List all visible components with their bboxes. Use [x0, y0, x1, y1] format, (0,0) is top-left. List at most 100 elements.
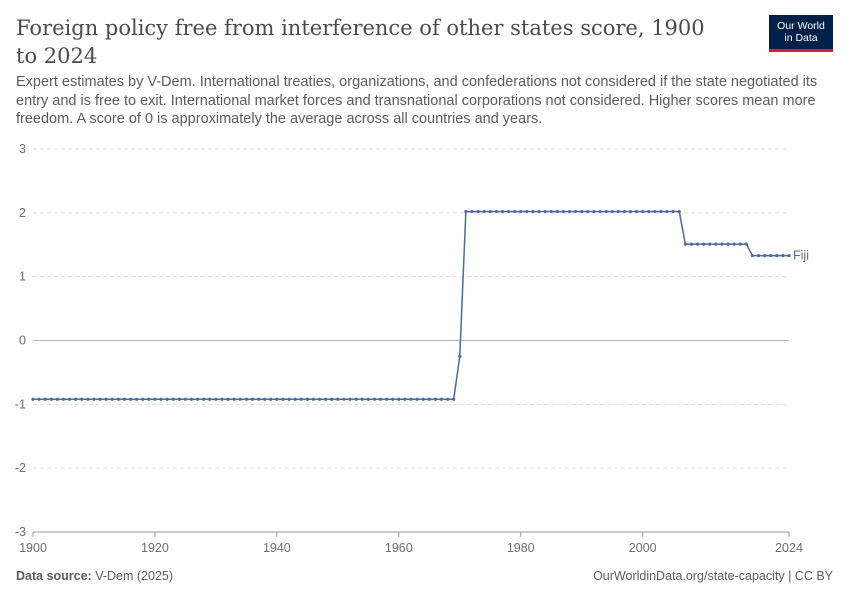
- chart-title: Foreign policy free from interference of…: [16, 16, 705, 68]
- data-point: [458, 354, 462, 359]
- data-point: [531, 209, 535, 214]
- x-tick-label: 2024: [775, 541, 803, 555]
- data-point: [738, 242, 742, 246]
- data-point: [622, 209, 626, 214]
- data-point: [409, 397, 413, 401]
- data-point: [665, 209, 669, 214]
- data-point: [421, 397, 425, 401]
- credit-link[interactable]: OurWorldinData.org/state-capacity | CC B…: [593, 569, 833, 583]
- data-point: [659, 209, 663, 214]
- data-point: [464, 209, 468, 214]
- data-point: [37, 397, 41, 401]
- data-point: [555, 209, 559, 214]
- data-point: [647, 209, 651, 214]
- data-point: [250, 397, 255, 401]
- data-point: [208, 397, 212, 401]
- data-point: [574, 209, 578, 214]
- data-point: [519, 209, 523, 214]
- data-point: [702, 242, 706, 246]
- data-point: [787, 254, 791, 258]
- data-point: [561, 209, 566, 214]
- data-point: [128, 397, 133, 401]
- data-point: [293, 397, 297, 401]
- data-point: [342, 397, 346, 401]
- data-point: [750, 254, 755, 258]
- data-point: [543, 209, 547, 214]
- chart-subtitle: Expert estimates by V-Dem. International…: [16, 74, 818, 127]
- data-point: [708, 242, 712, 246]
- data-point: [110, 397, 114, 401]
- y-tick-label: -1: [15, 397, 26, 411]
- data-point: [189, 397, 194, 401]
- data-point: [500, 209, 505, 214]
- data-point: [628, 209, 633, 214]
- data-point: [141, 397, 145, 401]
- data-point: [397, 397, 401, 401]
- data-point: [592, 209, 596, 214]
- data-point: [604, 209, 608, 214]
- data-point: [586, 209, 590, 214]
- data-point: [263, 397, 267, 401]
- data-point: [269, 397, 273, 401]
- data-point: [683, 242, 687, 246]
- data-point: [159, 397, 163, 401]
- data-point: [726, 242, 730, 246]
- data-point: [452, 397, 456, 401]
- data-point: [116, 397, 120, 401]
- series-label: Fiji: [793, 249, 809, 263]
- data-point: [177, 397, 181, 401]
- data-point: [287, 397, 291, 401]
- data-point: [714, 242, 718, 246]
- data-point: [281, 397, 285, 401]
- y-tick-label: -2: [15, 461, 26, 475]
- data-point: [427, 397, 431, 401]
- data-point: [256, 397, 261, 401]
- data-point: [305, 397, 309, 401]
- data-point: [598, 209, 602, 214]
- data-point: [671, 209, 675, 214]
- data-point: [567, 209, 572, 214]
- data-point: [324, 397, 328, 401]
- data-point: [506, 209, 511, 214]
- x-tick-label: 1920: [141, 541, 169, 555]
- y-tick-label: 2: [19, 206, 26, 220]
- data-point: [677, 209, 681, 214]
- data-point: [482, 209, 486, 214]
- data-point: [238, 397, 242, 401]
- data-point: [220, 397, 224, 401]
- data-point: [275, 397, 279, 401]
- data-point: [232, 397, 236, 401]
- data-point: [317, 397, 322, 401]
- data-point: [135, 397, 139, 401]
- y-tick-label: 3: [19, 142, 26, 156]
- data-point: [366, 397, 370, 401]
- data-point: [372, 397, 377, 401]
- x-tick-label: 2000: [629, 541, 657, 555]
- data-point: [104, 397, 108, 401]
- data-point: [360, 397, 364, 401]
- data-point: [616, 209, 620, 214]
- data-point: [433, 397, 437, 401]
- data-source-link[interactable]: V-Dem (2025): [95, 569, 174, 583]
- y-tick-label: 0: [19, 334, 26, 348]
- data-point: [537, 209, 541, 214]
- data-point: [525, 209, 529, 214]
- data-point: [92, 397, 96, 401]
- data-point: [147, 397, 151, 401]
- data-point: [415, 397, 419, 401]
- data-point: [634, 209, 639, 214]
- data-point: [86, 397, 90, 401]
- data-point: [653, 209, 657, 214]
- data-point: [385, 397, 389, 401]
- data-point: [641, 209, 645, 214]
- data-point: [43, 397, 47, 401]
- x-tick-label: 1980: [507, 541, 535, 555]
- data-point: [299, 397, 303, 401]
- owid-logo[interactable]: Our World in Data: [769, 15, 833, 52]
- data-point: [445, 397, 450, 401]
- data-point: [769, 254, 773, 258]
- x-tick-label: 1900: [19, 541, 47, 555]
- data-point: [354, 397, 358, 401]
- data-point: [80, 397, 84, 401]
